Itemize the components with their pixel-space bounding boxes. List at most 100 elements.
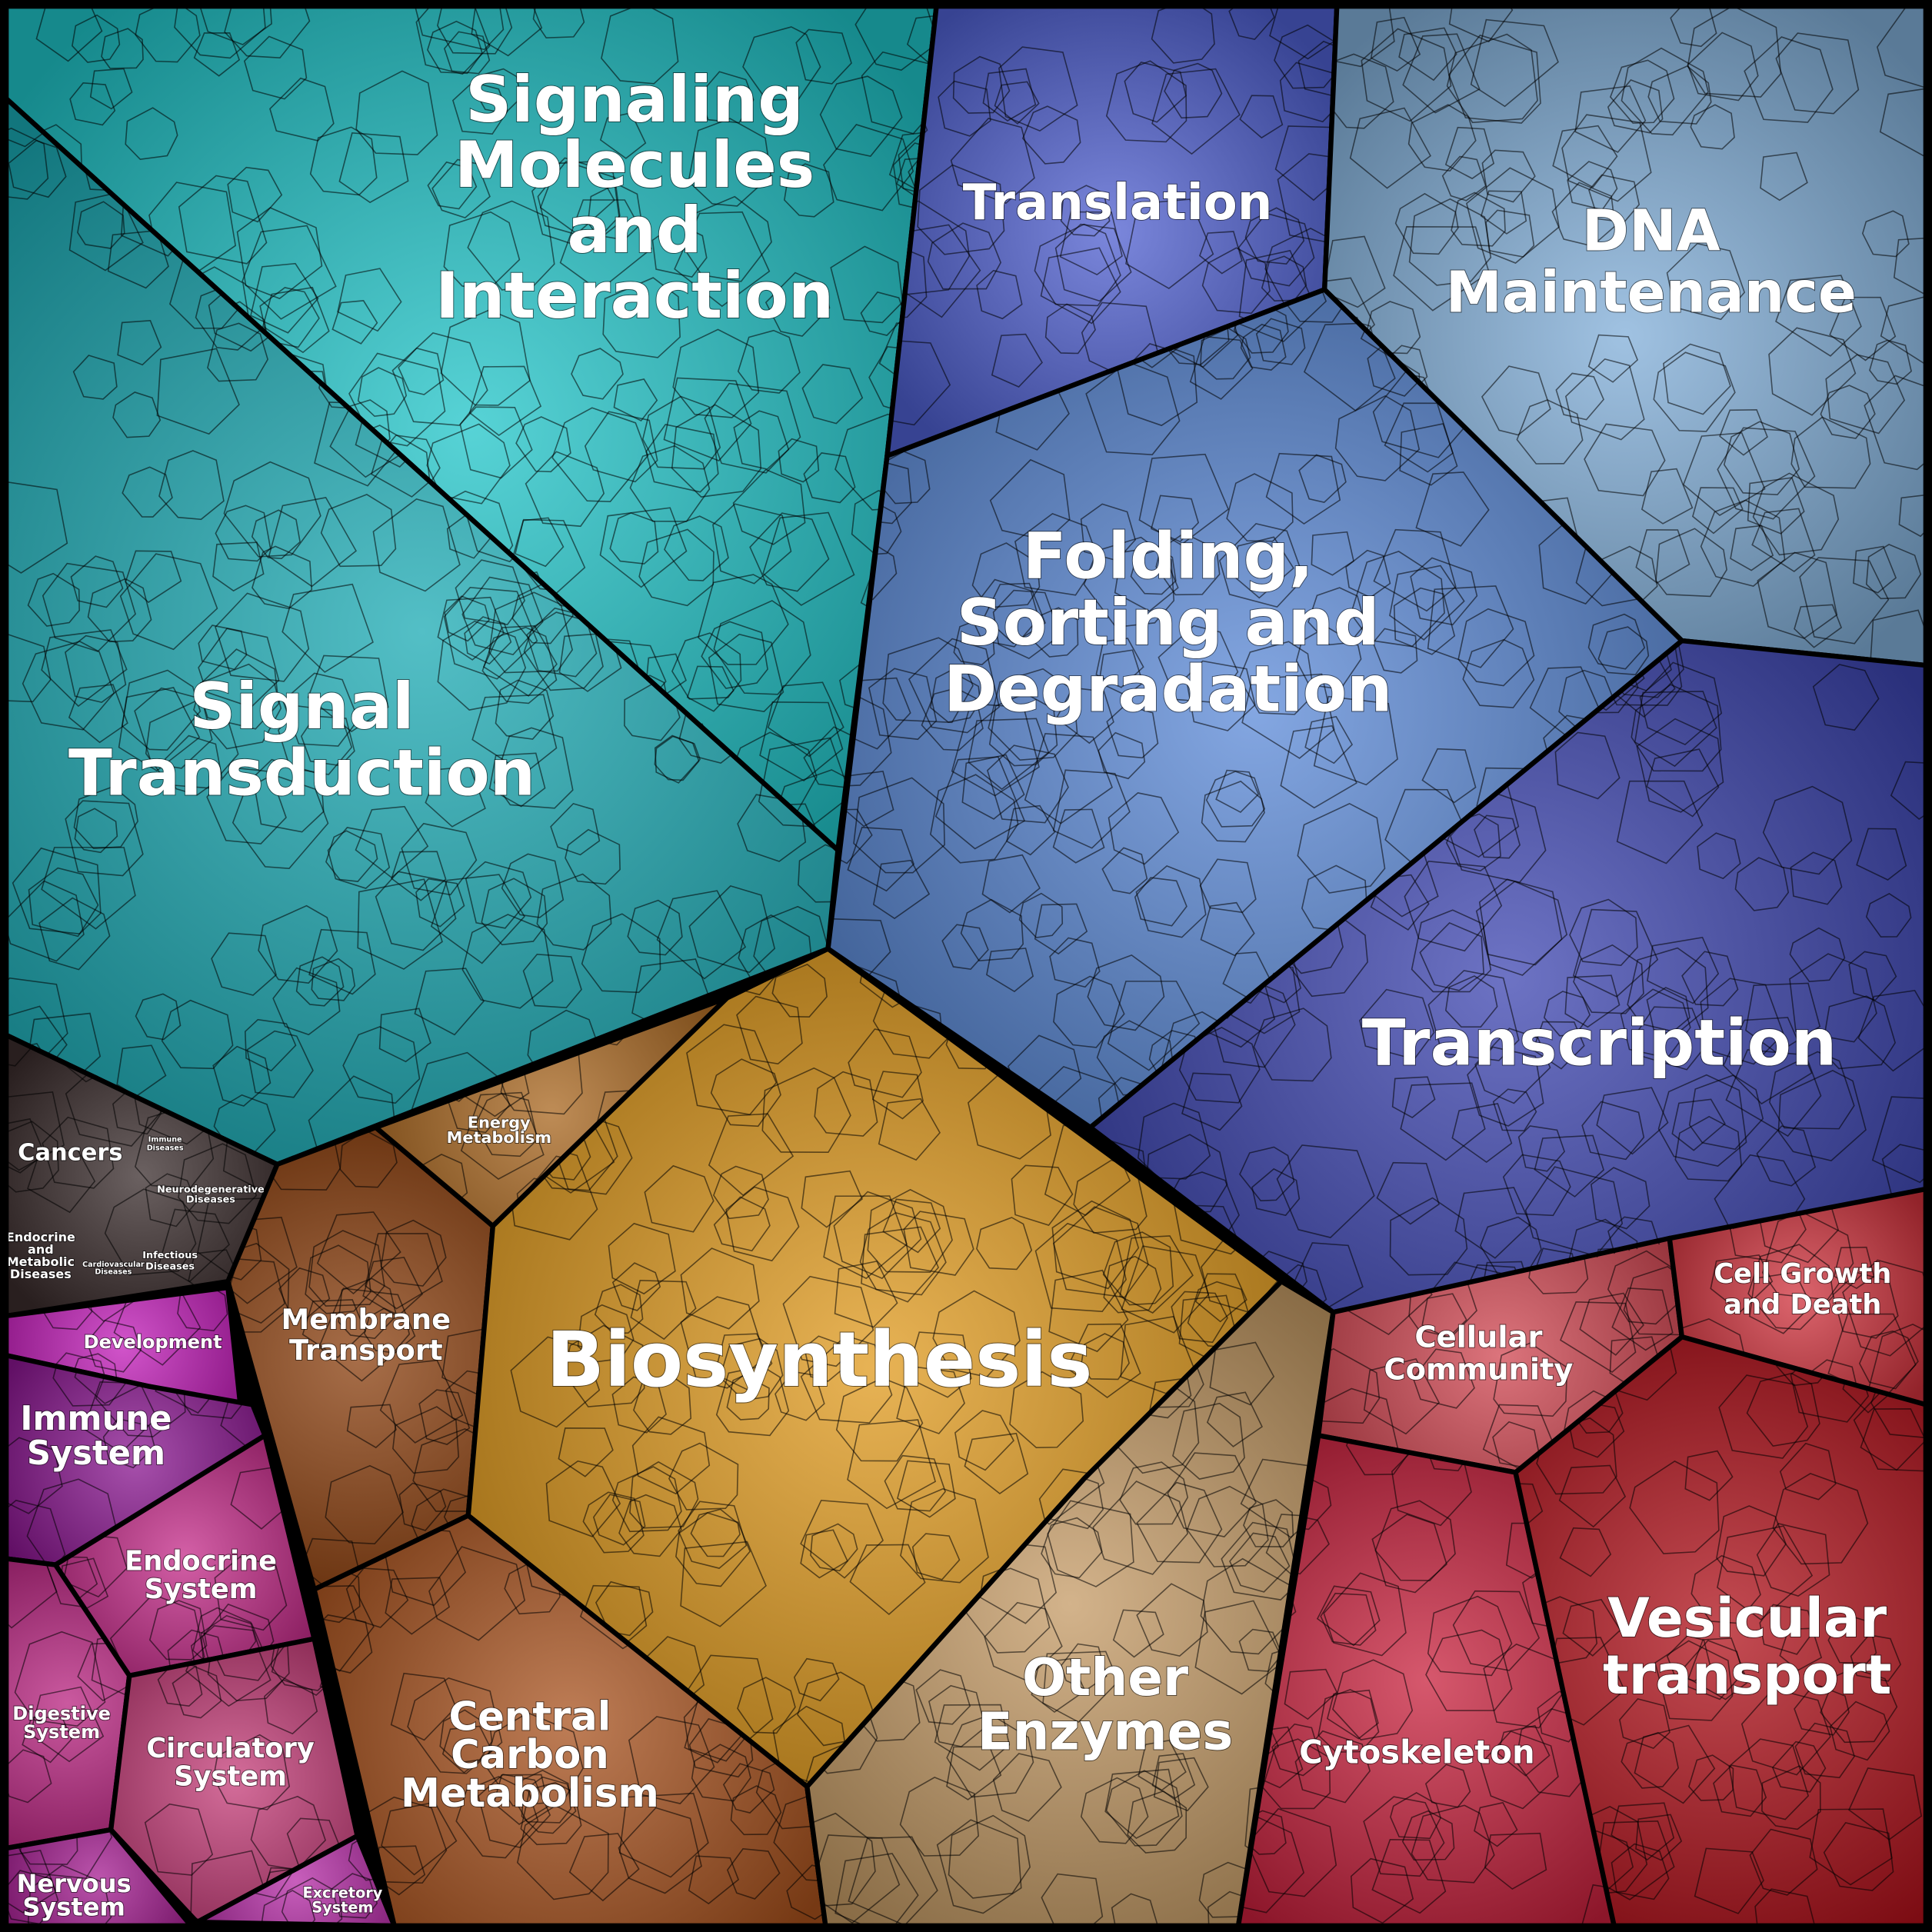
protein-cell	[680, 1247, 760, 1330]
protein-cell	[989, 458, 1071, 541]
protein-cell	[6, 1121, 59, 1193]
protein-cell	[228, 1216, 298, 1304]
protein-cell	[1138, 453, 1230, 546]
protein-cell	[952, 55, 1011, 114]
protein-cell	[22, 641, 115, 731]
protein-cell	[348, 352, 446, 447]
protein-cell	[1080, 503, 1137, 561]
protein-cell	[771, 963, 828, 1018]
protein-cell	[577, 1304, 635, 1363]
label-membrane-transport: Membrane Transport	[281, 1303, 451, 1367]
protein-cell	[1588, 174, 1641, 223]
protein-cell	[1226, 473, 1294, 542]
protein-cell	[778, 438, 820, 483]
label-transcription: Transcription	[1362, 1005, 1837, 1080]
protein-cell	[72, 355, 118, 400]
protein-cell	[1393, 587, 1456, 655]
protein-cell	[1827, 1615, 1877, 1664]
protein-cell	[726, 1848, 781, 1900]
protein-cell	[372, 498, 461, 592]
protein-cell	[1047, 1500, 1134, 1587]
protein-cell	[976, 1217, 1033, 1271]
protein-cell	[1762, 1211, 1854, 1301]
protein-cell	[761, 1067, 851, 1154]
protein-cell	[1419, 921, 1485, 991]
protein-cell	[1350, 551, 1445, 648]
protein-cell	[1653, 351, 1736, 432]
protein-cell	[27, 572, 80, 627]
protein-cell	[14, 1631, 106, 1727]
protein-cell	[712, 503, 792, 585]
protein-cell	[697, 574, 789, 665]
protein-cell	[1138, 1739, 1187, 1791]
protein-cell	[960, 898, 1024, 961]
protein-cell	[1820, 995, 1896, 1070]
protein-cell	[311, 958, 356, 1001]
protein-cell	[227, 166, 283, 223]
protein-cell	[1244, 207, 1305, 265]
protein-cell	[1200, 1557, 1297, 1655]
protein-cell	[190, 1850, 272, 1923]
protein-cell	[6, 1749, 52, 1804]
protein-cell	[1313, 695, 1398, 786]
protein-cell	[849, 1544, 926, 1616]
protein-cell	[618, 1807, 702, 1894]
protein-cell	[884, 1454, 946, 1512]
protein-cell	[215, 592, 310, 682]
protein-cell	[495, 679, 555, 740]
protein-cell	[782, 1275, 874, 1367]
protein-cell	[307, 655, 389, 733]
protein-cell	[938, 80, 991, 137]
protein-cell	[928, 1684, 986, 1747]
protein-cell	[242, 225, 337, 320]
protein-cell	[1040, 247, 1121, 325]
protein-cell	[1634, 691, 1717, 768]
protein-cell	[878, 1098, 941, 1161]
protein-cell	[1186, 1485, 1269, 1567]
protein-cell	[1221, 1521, 1301, 1601]
protein-cell	[1623, 1266, 1682, 1336]
protein-cell	[278, 1267, 331, 1320]
protein-cell	[714, 1333, 773, 1391]
protein-cell	[828, 688, 892, 788]
protein-cell	[559, 199, 653, 291]
protein-cell	[379, 1359, 464, 1444]
protein-cell	[1790, 851, 1843, 905]
protein-cell	[122, 466, 173, 518]
protein-cell	[984, 1601, 1063, 1681]
protein-cell	[1297, 802, 1386, 894]
protein-cell	[1359, 988, 1435, 1061]
protein-cell	[887, 339, 951, 426]
protein-cell	[426, 423, 511, 505]
protein-cell	[391, 851, 447, 901]
protein-cell	[1448, 34, 1541, 124]
protein-cell	[671, 404, 762, 498]
protein-cell	[1083, 536, 1175, 628]
protein-cell	[900, 1487, 989, 1584]
protein-cell	[215, 505, 271, 562]
protein-cell	[917, 164, 1005, 255]
protein-cell	[1832, 1271, 1899, 1339]
protein-cell	[1425, 1629, 1513, 1711]
label-vesicular-transport: Vesicular transport	[1603, 1587, 1891, 1707]
protein-cell	[357, 878, 443, 970]
protein-cell	[309, 126, 378, 196]
protein-cell	[1404, 860, 1503, 952]
protein-cell	[145, 697, 239, 789]
protein-cell	[1684, 1450, 1734, 1501]
protein-cell	[1611, 1802, 1675, 1861]
protein-cell	[281, 1877, 343, 1926]
protein-cell	[1066, 1323, 1141, 1399]
protein-cell	[1794, 1722, 1855, 1779]
protein-cell	[1723, 421, 1800, 496]
label-folding-sorting-degradation: Folding, Sorting and Degradation	[944, 519, 1392, 727]
protein-cell	[1201, 780, 1265, 843]
protein-cell	[571, 348, 624, 400]
protein-cell	[355, 805, 429, 879]
protein-cell	[443, 211, 521, 291]
protein-cell	[1134, 877, 1188, 927]
protein-cell	[1635, 1814, 1683, 1861]
protein-cell	[381, 1801, 458, 1876]
protein-cell	[206, 767, 287, 844]
protein-cell	[1153, 1757, 1209, 1812]
